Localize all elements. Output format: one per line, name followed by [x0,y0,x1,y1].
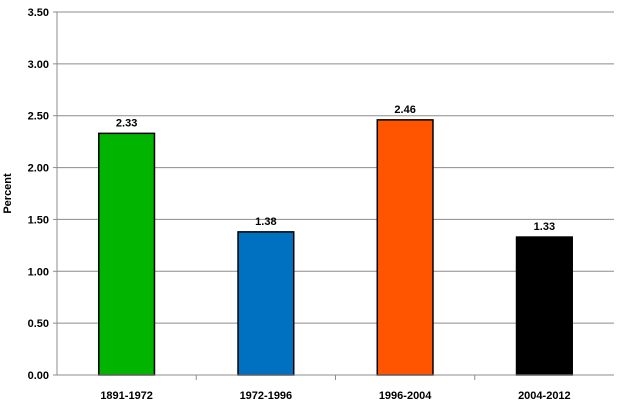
data-label: 2.33 [116,117,137,129]
x-tick-label: 2004-2012 [518,390,571,402]
y-tick-label: 0.00 [28,370,49,382]
y-tick-label: 2.50 [28,111,49,123]
y-tick-label: 0.50 [28,318,49,330]
data-label: 1.38 [255,216,276,228]
y-axis-title: Percent [2,173,14,214]
bar-1972-1996 [237,231,295,376]
data-labels: 2.33 1.38 2.46 1.33 [116,104,555,233]
x-tick-label: 1972-1996 [240,390,293,402]
bar-1891-1972 [98,132,156,376]
x-tick-label: 1891-1972 [100,390,153,402]
y-tick-label: 1.00 [28,266,49,278]
x-tick-label: 1996-2004 [379,390,432,402]
y-tick-label: 3.50 [28,7,49,19]
y-tick-label: 1.50 [28,214,49,226]
x-axis-ticks: 1891-1972 1972-1996 1996-2004 2004-2012 [100,375,571,402]
data-label: 1.33 [534,221,555,233]
y-axis-ticks: 0.00 0.50 1.00 1.50 2.00 2.50 3.00 3.50 [28,7,49,382]
bars [98,119,573,376]
bar-2004-2012 [515,236,573,376]
bar-1996-2004 [376,119,434,376]
y-tick-label: 3.00 [28,59,49,71]
data-label: 2.46 [394,104,415,116]
y-tick-label: 2.00 [28,163,49,175]
